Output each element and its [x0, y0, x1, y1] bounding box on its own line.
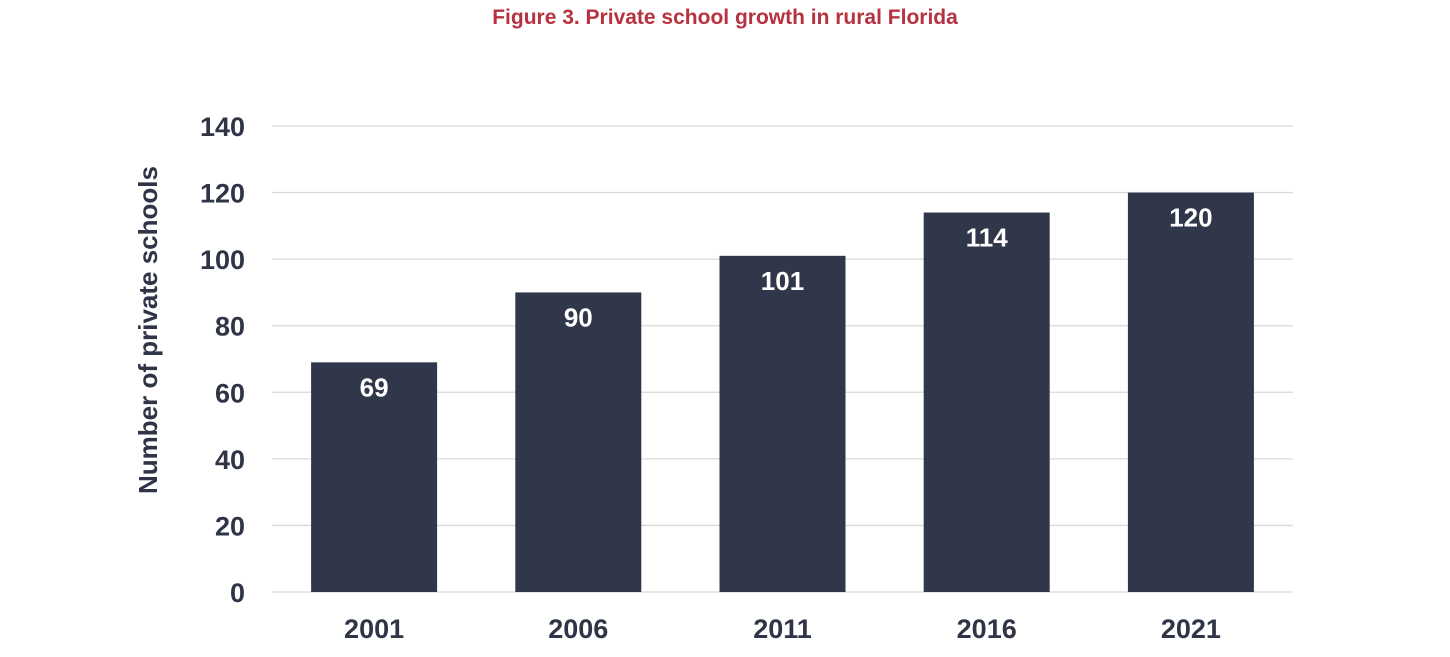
chart-title: Figure 3. Private school growth in rural… [492, 6, 958, 29]
data-label-2001: 69 [360, 372, 389, 402]
x-axis-ticks: 2001 2006 2011 2016 2021 [344, 614, 1221, 644]
y-tick-label: 100 [200, 245, 245, 275]
bar-2006 [515, 292, 642, 592]
data-labels: 69 90 101 114 120 [360, 203, 1213, 403]
y-tick-label: 60 [215, 378, 245, 408]
y-tick-label: 0 [230, 578, 245, 608]
data-label-2011: 101 [761, 266, 804, 296]
y-tick-label: 120 [200, 179, 245, 209]
y-tick-label: 80 [215, 312, 245, 342]
x-tick-label: 2011 [753, 614, 812, 644]
x-tick-label: 2006 [548, 614, 608, 644]
y-tick-label: 20 [215, 511, 245, 541]
data-label-2021: 120 [1169, 203, 1212, 233]
x-tick-label: 2001 [344, 614, 404, 644]
bar-2011 [719, 255, 846, 593]
bars [311, 192, 1254, 593]
y-tick-label: 40 [215, 445, 245, 475]
bar-2021 [1127, 192, 1254, 593]
y-axis-label: Number of private schools [133, 166, 163, 494]
data-label-2006: 90 [564, 302, 593, 332]
bar-2016 [923, 212, 1050, 593]
x-tick-label: 2021 [1161, 614, 1221, 644]
y-tick-label: 140 [200, 112, 245, 142]
data-label-2016: 114 [966, 223, 1008, 253]
bar-2001 [311, 362, 438, 592]
y-axis-ticks: 0 20 40 60 80 100 120 140 [200, 112, 245, 608]
x-tick-label: 2016 [957, 614, 1017, 644]
